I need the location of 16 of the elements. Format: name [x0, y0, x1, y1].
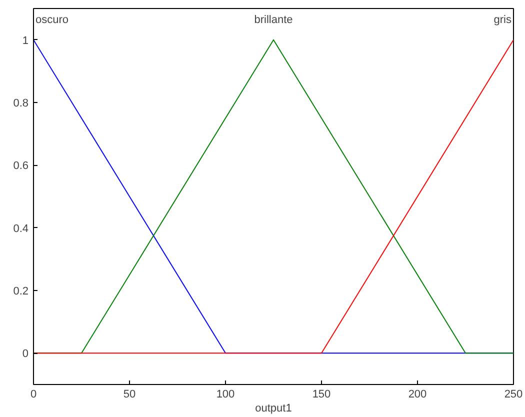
y-tick-label: 0: [22, 348, 29, 360]
y-tick-label: 0.2: [13, 286, 29, 298]
x-tick-label: 200: [408, 388, 427, 400]
x-tick-label: 150: [312, 388, 331, 400]
x-axis-title: output1: [255, 402, 292, 414]
y-tick-label: 1: [22, 34, 29, 47]
x-tick-label: 250: [504, 388, 523, 400]
series-label: brillante: [254, 14, 293, 26]
y-tick-label: 0.8: [13, 98, 29, 110]
x-tick-label: 50: [123, 388, 136, 400]
series-label: gris: [494, 14, 512, 26]
x-tick-label: 100: [216, 388, 235, 400]
y-tick-label: 0.6: [13, 160, 29, 172]
series-label: oscuro: [36, 14, 69, 26]
y-tick-label: 0.4: [13, 222, 29, 235]
x-tick-label: 0: [30, 388, 37, 400]
